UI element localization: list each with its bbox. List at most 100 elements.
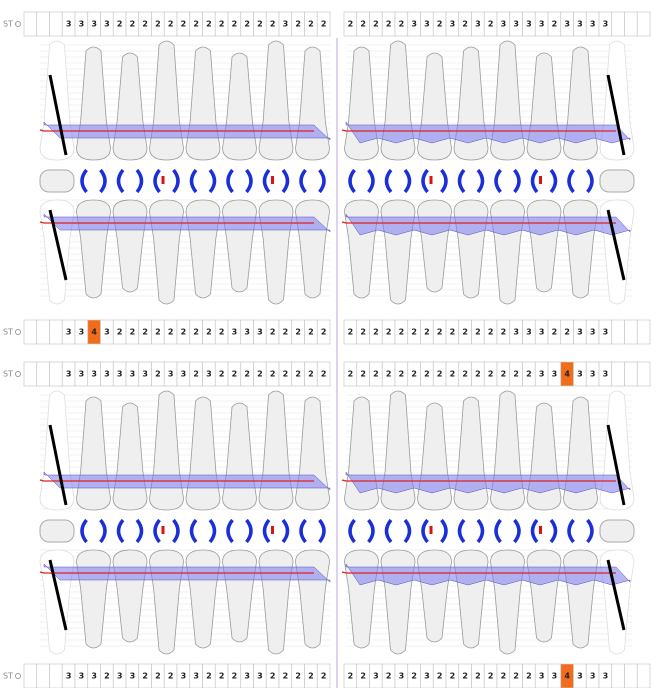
depth-value: 2: [386, 672, 392, 681]
depth-value: 3: [539, 370, 545, 379]
depth-value: 2: [193, 328, 199, 337]
occlusal-bracket: [567, 168, 594, 194]
tooth: [599, 40, 635, 161]
occlusal-bracket: [494, 168, 521, 194]
depth-value: 2: [475, 370, 481, 379]
depth-value: 2: [308, 328, 314, 337]
depth-value: 2: [117, 328, 123, 337]
depth-value: 3: [577, 672, 583, 681]
depth-value: 3: [424, 20, 430, 29]
tooth: [76, 396, 111, 511]
tooth: [344, 396, 379, 511]
depth-value: 2: [373, 328, 379, 337]
tooth: [185, 46, 221, 161]
depth-value: 2: [424, 328, 430, 337]
tooth: [453, 549, 489, 649]
depth-value: 3: [539, 328, 545, 337]
depth-value: 3: [424, 672, 430, 681]
depth-value: 3: [79, 370, 85, 379]
depth-value: 2: [206, 328, 212, 337]
occlusal-bracket: [189, 518, 217, 544]
tooth: [258, 549, 294, 655]
depth-value: 2: [564, 328, 570, 337]
depth-value: 3: [257, 672, 263, 681]
depth-value: 2: [450, 672, 456, 681]
depth-value: 3: [117, 370, 123, 379]
depth-value: 2: [206, 20, 212, 29]
depth-cell: [23, 11, 38, 37]
depth-cell: [624, 319, 638, 345]
depth-value: 2: [501, 328, 507, 337]
bone-line: [606, 424, 626, 506]
depth-value: 2: [168, 672, 174, 681]
tooth: [295, 396, 330, 511]
depth-value: 2: [348, 20, 354, 29]
depth-value: 2: [155, 370, 161, 379]
depth-value: 2: [321, 370, 327, 379]
occlusal-tooth: [599, 169, 635, 193]
depth-value: 2: [386, 20, 392, 29]
depth-value: 3: [257, 328, 263, 337]
depth-cell: [36, 11, 50, 37]
depth-value: 2: [142, 20, 148, 29]
depth-value: 2: [437, 370, 443, 379]
depth-value: 3: [66, 20, 72, 29]
depth-value: 2: [168, 328, 174, 337]
depth-value: 2: [130, 20, 136, 29]
depth-value: 3: [104, 20, 110, 29]
depth-value: 2: [206, 672, 212, 681]
depth-value: 2: [244, 370, 250, 379]
occlusal-bracket: [80, 168, 107, 194]
depth-value: 3: [577, 328, 583, 337]
gum-band: [345, 213, 631, 236]
depth-value: 2: [360, 370, 366, 379]
depth-value: 3: [526, 20, 532, 29]
depth-value: 3: [193, 672, 199, 681]
depth-value: 3: [475, 20, 481, 29]
depth-cell: [49, 11, 63, 37]
depth-value: 3: [91, 672, 97, 681]
depth-value: 2: [437, 20, 443, 29]
depth-value: 2: [308, 20, 314, 29]
depth-value: 3: [603, 328, 609, 337]
depth-value: 3: [552, 672, 558, 681]
depth-value: 3: [66, 370, 72, 379]
occlusal-bracket: [530, 168, 558, 194]
depth-value: 3: [564, 20, 570, 29]
occlusal-mark: [161, 176, 165, 184]
depth-value: 2: [475, 328, 481, 337]
depth-value: 2: [462, 672, 468, 681]
depth-cell: [316, 663, 331, 688]
depth-value: 3: [181, 672, 187, 681]
depth-value: 2: [142, 328, 148, 337]
depth-value: 3: [590, 672, 596, 681]
depth-value: 2: [181, 20, 187, 29]
depth-value: 2: [450, 370, 456, 379]
depth-value: 2: [488, 672, 494, 681]
depth-value: 2: [283, 370, 289, 379]
depth-value: 4: [564, 370, 570, 379]
depth-value: 2: [193, 20, 199, 29]
depth-value: 3: [603, 20, 609, 29]
depth-cell: [23, 319, 38, 345]
depth-value: 2: [526, 672, 532, 681]
depth-value: 3: [411, 20, 417, 29]
depth-value: 2: [360, 328, 366, 337]
depth-value: 2: [348, 370, 354, 379]
depth-value: 3: [130, 370, 136, 379]
label-icon: [15, 329, 21, 335]
depth-value: 2: [155, 20, 161, 29]
depth-value: 3: [91, 20, 97, 29]
depth-value: 2: [257, 370, 263, 379]
depth-value: 2: [437, 328, 443, 337]
occlusal-bracket: [189, 168, 217, 194]
label-icon: [15, 371, 21, 377]
depth-value: 2: [270, 20, 276, 29]
bone-line: [606, 559, 626, 631]
depth-cell: [624, 11, 638, 37]
tooth: [76, 199, 111, 299]
depth-value: 3: [168, 370, 174, 379]
depth-value: 2: [360, 20, 366, 29]
gum-band: [345, 471, 631, 494]
depth-value: 3: [603, 672, 609, 681]
